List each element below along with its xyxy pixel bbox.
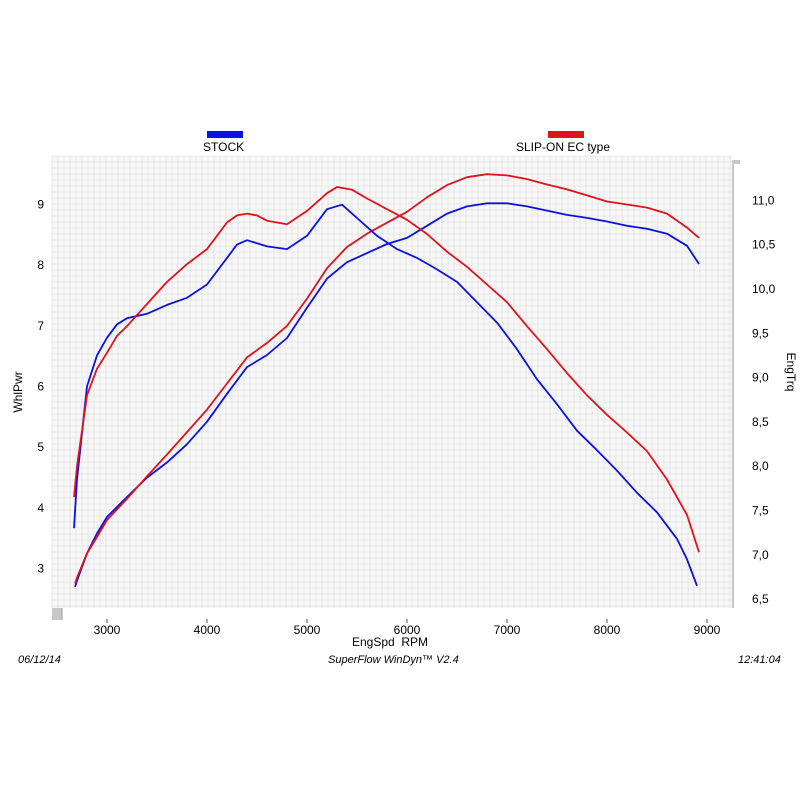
right-axis-ticks: 6,5 7,0 7,5 8,0 8,5 9,0 9,5 10,0 10,5 11,0: [752, 193, 776, 606]
legend-slipon-label: SLIP-ON EC type: [516, 140, 611, 154]
x-tick-label: 8000: [594, 623, 621, 637]
left-tick-label: 7: [37, 319, 44, 333]
series-stock-torque: [73, 203, 698, 587]
legend-slipon-swatch: [548, 131, 584, 138]
right-tick-label: 6,5: [752, 592, 769, 606]
right-tick-label: 7,0: [752, 548, 769, 562]
x-tick-label: 6000: [394, 623, 421, 637]
left-tick-label: 9: [37, 198, 44, 212]
left-tick-label: 4: [37, 501, 44, 515]
series-slip-on-ec-type-torque: [73, 186, 700, 553]
x-tick-label: 3000: [94, 623, 121, 637]
plot-background: [52, 156, 732, 608]
footer-software: SuperFlow WinDyn™ V2.4: [328, 654, 459, 666]
x-tick-label: 5000: [294, 623, 321, 637]
right-tick-label: 8,0: [752, 459, 769, 473]
left-axis-label: WhlPwr: [11, 371, 25, 412]
x-tick-label: 7000: [494, 623, 521, 637]
footer-time: 12:41:04: [738, 654, 781, 666]
left-tick-label: 5: [37, 440, 44, 454]
x-axis-label: EngSpd RPM: [352, 635, 428, 649]
x-axis-ticks: 3000 4000 5000 6000 7000 8000 9000: [94, 619, 721, 637]
series-slip-on-ec-type-power: [74, 173, 700, 584]
right-tick-label: 9,0: [752, 371, 769, 385]
footer-date: 06/12/14: [18, 654, 61, 666]
legend-stock-swatch: [207, 131, 243, 138]
right-tick-label: 7,5: [752, 504, 769, 518]
left-tick-label: 3: [37, 562, 44, 576]
grid: [51, 155, 732, 608]
left-tick-label: 6: [37, 380, 44, 394]
x-tick-label: 9000: [694, 623, 721, 637]
left-axis-ticks: 3 4 5 6 7 8 9: [37, 198, 44, 576]
series-layer: [73, 173, 700, 588]
right-tick-label: 10,0: [752, 282, 776, 296]
right-tick-label: 9,5: [752, 326, 769, 340]
right-axis-strip: [734, 164, 740, 608]
right-tick-label: 10,5: [752, 238, 776, 252]
right-axis-label: EngTrq: [784, 353, 798, 392]
legend-stock-label: STOCK: [203, 140, 245, 154]
x-axis-strip: [62, 608, 740, 620]
left-tick-label: 8: [37, 258, 44, 272]
x-tick-label: 4000: [194, 623, 221, 637]
chart-frame: [52, 160, 740, 620]
right-tick-label: 11,0: [752, 193, 775, 207]
right-tick-label: 8,5: [752, 415, 769, 429]
